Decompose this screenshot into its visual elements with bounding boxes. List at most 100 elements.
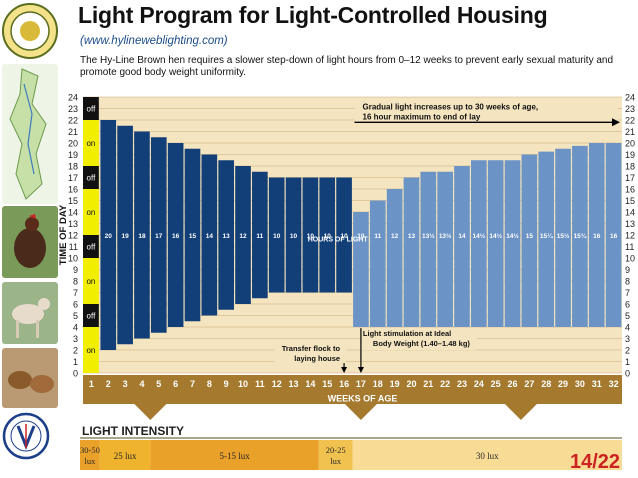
x-tick-label: 12 (272, 379, 282, 389)
bar-hours-label: 10 (273, 233, 281, 240)
bar-week-31 (588, 143, 605, 327)
y-tick-label-right: 7 (625, 288, 630, 298)
bar-week-3 (117, 125, 133, 345)
week1-off-block (83, 304, 99, 327)
y-tick-label-left: 3 (73, 334, 78, 344)
bar-hours-label: 13 (408, 233, 416, 240)
y-tick-label-left: 4 (73, 323, 78, 333)
y-tick-label-left: 6 (73, 300, 78, 310)
y-tick-label-right: 1 (625, 357, 630, 367)
y-tick-label-right: 24 (625, 93, 635, 103)
intensity-label: 25 lux (114, 451, 137, 461)
transfer-annotation-bg (274, 343, 347, 366)
x-tick-label: 9 (224, 379, 229, 389)
y-tick-label-right: 16 (625, 185, 635, 195)
x-axis-title: WEEKS OF AGE (328, 394, 398, 404)
y-tick-label-left: 1 (73, 357, 78, 367)
y-tick-label-right: 14 (625, 208, 635, 218)
x-tick-label: 4 (139, 379, 144, 389)
gradual-annotation-line2: 16 hour maximum to end of lay (363, 113, 481, 122)
bar-hours-label: 14½ (473, 232, 486, 240)
bar-hours-label: 10 (340, 233, 348, 240)
x-tick-label: 24 (474, 379, 484, 389)
hours-of-light-label: HOURS OF LIGHT (308, 236, 369, 243)
y-tick-label-left: 0 (73, 369, 78, 379)
x-tick-label: 25 (491, 379, 501, 389)
bar-hours-label: 16 (610, 233, 618, 240)
week1-on-block (83, 189, 99, 235)
x-axis-title-band (83, 392, 622, 404)
sidebar-images (0, 0, 62, 478)
y-tick-label-left: 16 (68, 185, 78, 195)
y-tick-label-right: 6 (625, 300, 630, 310)
bar-hours-label: 13½ (439, 232, 452, 240)
x-tick-label: 6 (173, 379, 178, 389)
x-tick-label: 23 (457, 379, 467, 389)
bar-week-8 (201, 154, 218, 316)
y-tick-label-left: 7 (73, 288, 78, 298)
x-tick-label: 20 (406, 379, 416, 389)
gradual-annotation-bg (354, 100, 618, 123)
intensity-segment (80, 440, 100, 470)
y-tick-label-right: 20 (625, 139, 635, 149)
bar-week-32 (605, 143, 622, 327)
y-tick-label-left: 8 (73, 277, 78, 287)
week1-on-block (83, 120, 99, 166)
x-tick-label: 17 (356, 379, 366, 389)
bar-week-11 (252, 171, 268, 299)
bar-week-29 (555, 148, 571, 327)
bar-hours-label: 15 (189, 233, 197, 240)
bar-week-22 (437, 171, 453, 327)
bar-week-23 (454, 166, 470, 327)
y-tick-label-right: 4 (625, 323, 630, 333)
stim-arrow-head-icon (357, 367, 364, 373)
goat-photo (2, 282, 58, 344)
intensity-label-line2: lux (84, 456, 96, 466)
stim-annotation-line2: Body Weight (1.40–1.48 kg) (373, 339, 470, 348)
bar-hours-label: 11 (374, 233, 381, 240)
bar-hours-label: 16 (593, 233, 601, 240)
emblem-logo-top (2, 3, 58, 59)
bar-hours-label: 14½ (506, 232, 519, 240)
stim-annotation-bg (360, 328, 477, 351)
bar-week-26 (504, 160, 521, 327)
x-tick-label: 2 (106, 379, 111, 389)
bar-week-13 (285, 177, 302, 293)
x-tick-label: 21 (423, 379, 433, 389)
y-tick-label-left: 20 (68, 139, 78, 149)
y-tick-label-right: 5 (625, 311, 630, 321)
bar-hours-label: 16 (172, 233, 180, 240)
week1-off-label: off (87, 105, 97, 114)
bar-hours-label: 10 (307, 233, 315, 240)
bar-week-4 (134, 131, 150, 339)
bar-week-24 (471, 160, 487, 327)
week1-on-label: on (86, 346, 95, 355)
bar-week-6 (167, 143, 184, 327)
rooster-photo (2, 206, 58, 278)
cattle-photo (2, 348, 58, 408)
bar-week-20 (403, 177, 420, 327)
week1-on-block (83, 258, 99, 304)
bar-hours-label: 15 (526, 233, 534, 240)
week1-on-label: on (86, 139, 95, 148)
x-tick-label: 26 (508, 379, 518, 389)
bar-hours-label: 12 (239, 233, 247, 240)
light-intensity-title: LIGHT INTENSITY (82, 424, 184, 438)
bar-hours-label: 14 (458, 233, 466, 240)
intensity-segment (99, 440, 151, 470)
transfer-annotation-line2: laying house (294, 354, 340, 363)
y-tick-label-left: 10 (68, 254, 78, 264)
y-tick-label-right: 17 (625, 173, 635, 183)
intensity-label-line1: 20-25 (326, 445, 346, 455)
week1-on-label: on (86, 277, 95, 286)
bar-hours-label: 17 (155, 233, 163, 240)
week1-off-label: off (87, 174, 97, 183)
intensity-label-line2: lux (330, 456, 342, 466)
bar-week-14 (302, 177, 319, 293)
bar-week-28 (538, 151, 555, 327)
y-tick-label-left: 2 (73, 346, 78, 356)
y-tick-label-right: 8 (625, 277, 630, 287)
source-url: (www.hylineweblighting.com) (80, 35, 228, 47)
bar-week-27 (521, 154, 538, 327)
y-tick-label-right: 23 (625, 104, 635, 114)
